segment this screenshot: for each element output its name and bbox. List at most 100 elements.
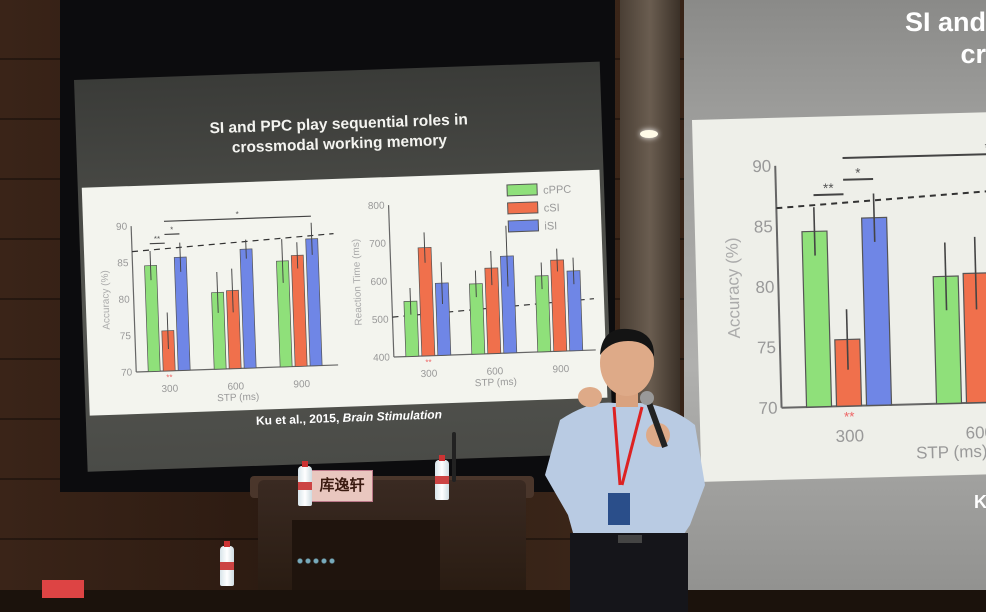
y-tick-label: 400 — [373, 352, 390, 364]
y-tick-label: 85 — [754, 217, 773, 236]
error-bar — [149, 250, 152, 281]
lanyard — [612, 406, 644, 486]
significance-star: * — [236, 210, 239, 219]
error-bar — [943, 242, 948, 311]
speaker-nameplate: 库逸轩 — [311, 470, 373, 502]
error-bar — [281, 239, 284, 283]
x-tick-label: 900 — [552, 364, 569, 376]
x-tick-label: 600 — [486, 366, 503, 378]
y-axis-label: Accuracy (%) — [100, 270, 113, 330]
error-bar — [813, 207, 816, 256]
bar-cSI-300 — [161, 330, 176, 372]
error-bar — [872, 193, 876, 242]
bar-cPPC-900 — [276, 260, 293, 368]
bar-cSI-900 — [290, 254, 308, 367]
citation-journal: Brain Stimulation — [342, 407, 443, 425]
x-axis-label: STP (ms) — [475, 377, 517, 389]
y-tick-label: 75 — [120, 331, 132, 342]
water-bottle — [298, 461, 312, 506]
x-tick-label: 900 — [293, 379, 310, 391]
legend-swatch-cPPC — [506, 183, 538, 197]
x-tick-label: 300 — [161, 384, 178, 396]
significance-star: ** — [823, 181, 835, 196]
speaker-head — [600, 330, 654, 396]
significance-star: * — [170, 225, 173, 234]
bar-cPPC-600 — [211, 291, 227, 370]
bar-iSI-300 — [861, 216, 893, 407]
x-axis-label: STP (ms) — [916, 442, 986, 463]
right-title-line-2: cr — [960, 39, 986, 69]
legend-label-cSI: cSI — [544, 202, 560, 215]
bar-iSI-600 — [239, 248, 257, 369]
significance-bracket — [163, 215, 311, 222]
bar-cSI-300 — [417, 246, 436, 357]
chart-panel: 70 75 80 85 90 Accuracy (%) STP (ms) 300 ** 600 90… — [81, 169, 608, 416]
speaker-hand — [578, 387, 602, 407]
y-axis — [387, 205, 395, 358]
error-bar — [540, 262, 543, 290]
x-tick-label: 600 — [965, 423, 986, 443]
error-bar — [216, 272, 219, 313]
y-tick-label: 70 — [758, 399, 777, 418]
error-bar — [973, 236, 978, 310]
legend-label-cPPC: cPPC — [543, 184, 572, 197]
front-table — [0, 590, 986, 612]
right-citation-fragment: K — [974, 492, 986, 512]
x-tick-label: 600 — [227, 381, 244, 393]
bar-iSI-300 — [434, 282, 452, 356]
handheld-microphone — [645, 398, 668, 449]
significance-mark: ** — [844, 409, 856, 424]
significance-mark: ** — [425, 358, 432, 367]
x-axis-label: STP (ms) — [217, 392, 259, 404]
right-title-line-1: SI and — [904, 7, 986, 37]
speaker-trousers — [570, 533, 688, 612]
water-bottle — [435, 455, 449, 500]
y-tick-label: 800 — [368, 201, 385, 213]
y-tick-label: 70 — [121, 367, 133, 378]
podium-logo — [296, 556, 336, 566]
podium-microphone — [452, 432, 456, 482]
error-bar — [490, 250, 493, 286]
bar-cPPC-300 — [801, 230, 833, 408]
y-tick-label: 85 — [117, 258, 129, 269]
y-axis — [774, 165, 783, 408]
right-slide-title: SI and cr — [905, 6, 986, 70]
significance-bracket — [813, 193, 844, 197]
table-sign — [42, 580, 84, 598]
reference-line — [776, 180, 986, 210]
error-bar — [474, 270, 477, 298]
significance-star: * — [855, 165, 861, 180]
y-tick-label: 80 — [118, 295, 130, 306]
significance-bracket — [149, 242, 165, 245]
x-tick-label: 300 — [835, 426, 864, 446]
error-bar — [423, 232, 426, 263]
speaker — [545, 328, 705, 612]
water-bottle — [220, 541, 234, 586]
error-bar — [179, 242, 182, 272]
significance-bracket — [843, 178, 874, 181]
significance-bracket — [164, 233, 180, 236]
microphone-head — [640, 391, 654, 405]
slide-title: SI and PPC play sequential roles in cros… — [76, 106, 603, 164]
significance-mark: ** — [166, 373, 173, 382]
error-bar — [166, 312, 169, 349]
error-bar — [440, 262, 444, 304]
y-tick-label: 700 — [369, 239, 386, 251]
y-tick-label: 600 — [370, 277, 387, 289]
y-tick-label: 500 — [372, 314, 389, 326]
y-axis-label: Reaction Time (ms) — [351, 239, 365, 326]
presentation-slide: SI and PPC play sequential roles in cros… — [74, 61, 614, 472]
legend-swatch-cSI — [507, 201, 539, 215]
bar-iSI-300 — [173, 256, 191, 371]
error-bar — [572, 257, 575, 285]
y-tick-label: 90 — [752, 157, 771, 176]
bar-cPPC-300 — [403, 300, 420, 357]
error-bar — [245, 239, 247, 259]
reference-line — [131, 233, 334, 253]
error-bar — [845, 309, 849, 370]
speaker-hair — [600, 328, 655, 357]
significance-bracket — [842, 149, 986, 160]
